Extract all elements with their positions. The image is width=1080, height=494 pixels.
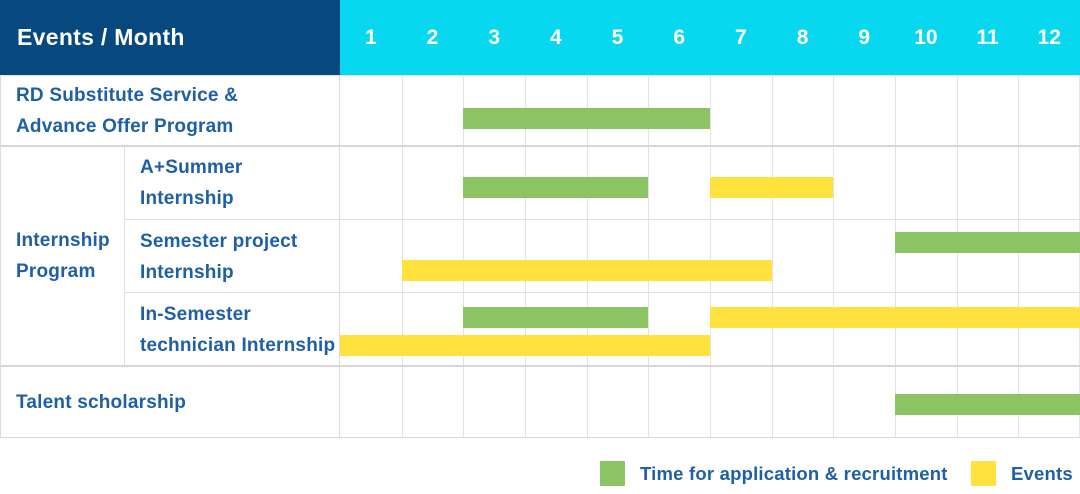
row-label-3: In-Semester technician Internship	[140, 293, 340, 366]
row-label-1: A+Summer Internship	[140, 146, 340, 220]
recruitment-bar	[463, 307, 649, 328]
recruitment-bar	[895, 232, 1080, 253]
row-label-line: Program	[16, 261, 96, 282]
month-tick-4: 4	[550, 25, 562, 49]
table-corner-header: Events / Month	[0, 0, 340, 75]
month-tick-1: 1	[364, 25, 377, 49]
events-bar	[340, 335, 710, 356]
month-tick-10: 10	[914, 25, 938, 49]
legend-swatch-events	[971, 461, 996, 486]
legend-label-recruitment: Time for application & recruitment	[640, 462, 948, 484]
row-label-line: technician Internship	[140, 334, 336, 356]
grid-vline	[833, 75, 835, 438]
grid-vline	[339, 75, 340, 438]
row-label-line: Internship	[16, 230, 110, 251]
month-tick-6: 6	[673, 25, 686, 49]
grid-hline	[0, 75, 1080, 76]
grid-hline	[0, 365, 1080, 367]
month-tick-11: 11	[976, 25, 999, 49]
recruitment-bar	[463, 177, 649, 198]
month-tick-9: 9	[858, 25, 871, 49]
month-tick-5: 5	[611, 25, 624, 49]
row-label-0: RD Substitute Service & Advance Offer Pro…	[16, 75, 340, 146]
recruitment-bar	[895, 394, 1080, 415]
group-label-internship-program: Internship Program	[16, 146, 124, 366]
recruitment-bar	[463, 108, 710, 129]
legend-swatch-recruitment	[600, 461, 625, 486]
grid-hline	[0, 145, 1080, 147]
grid-vline	[124, 146, 125, 366]
grid-vline	[771, 75, 773, 438]
month-header-row: 1 2 3 4 5 6 7 8 9 10 11 12	[340, 0, 1080, 75]
grid-vline	[956, 75, 958, 438]
month-tick-2: 2	[426, 25, 439, 49]
grid-hline	[0, 437, 1080, 438]
legend-item-recruitment: Time for application & recruitment	[600, 461, 948, 486]
grid-vline	[525, 75, 526, 438]
grid-vline	[463, 75, 465, 438]
events-bar	[710, 177, 834, 198]
row-label-line: RD Substitute Service &	[16, 84, 239, 106]
month-tick-8: 8	[796, 25, 809, 49]
month-tick-7: 7	[735, 25, 747, 49]
month-tick-12: 12	[1037, 25, 1061, 49]
grid-vline	[648, 75, 650, 438]
grid-hline	[124, 292, 1080, 293]
row-label-line: Advance Offer Program	[16, 115, 234, 137]
grid-vline	[0, 75, 1, 438]
row-label-line: In-Semester	[140, 303, 251, 325]
grid-vline	[586, 75, 588, 438]
grid-vline	[1018, 75, 1020, 438]
grid-vline	[710, 75, 711, 438]
row-label-4: Talent scholarship	[16, 366, 340, 438]
row-label-line: A+Summer	[140, 157, 243, 178]
month-tick-3: 3	[488, 25, 501, 49]
events-month-title: Events / Month	[17, 24, 185, 50]
legend-label-events: Events	[1011, 462, 1073, 484]
grid-vline	[401, 75, 403, 438]
row-label-line: Talent scholarship	[16, 391, 187, 413]
events-bar	[710, 307, 1080, 328]
row-label-line: Internship	[140, 188, 234, 209]
row-label-line: Internship	[140, 261, 234, 283]
grid-hline	[124, 219, 1080, 220]
row-label-2: Semester project Internship	[140, 220, 340, 293]
row-label-line: Semester project	[140, 230, 298, 252]
grid-vline	[895, 75, 896, 438]
events-bar	[401, 260, 772, 281]
legend-item-events: Events	[971, 461, 1073, 486]
